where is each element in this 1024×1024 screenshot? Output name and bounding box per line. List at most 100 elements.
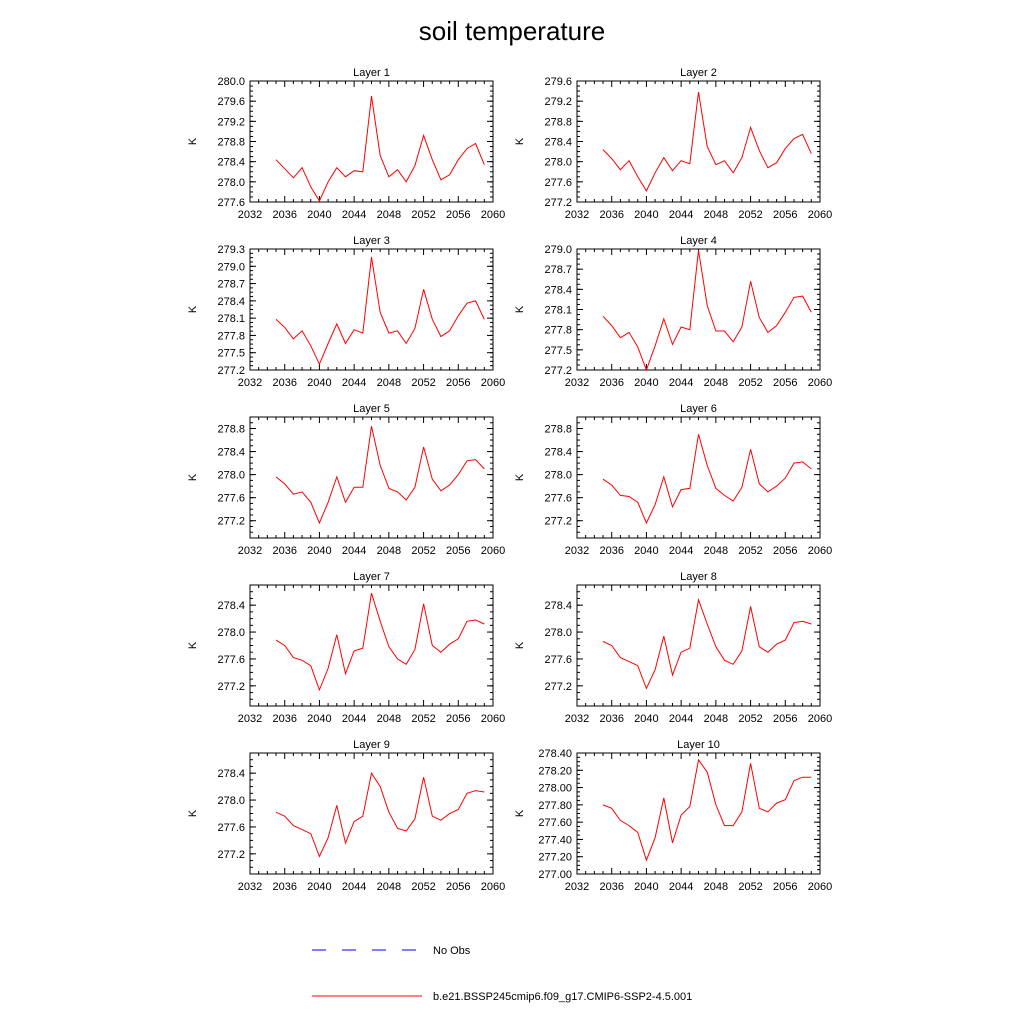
x-tick-label: 2052 [738, 209, 762, 221]
x-tick-label: 2036 [599, 209, 623, 221]
y-tick-label: 279.6 [217, 96, 245, 108]
x-tick-label: 2048 [377, 545, 401, 557]
x-tick-label: 2044 [342, 545, 366, 557]
x-tick-label: 2032 [238, 713, 262, 725]
x-tick-label: 2060 [808, 209, 832, 221]
x-tick-label: 2048 [704, 545, 728, 557]
legend: No Obs b.e21.BSSP245cmip6.f09_g17.CMIP6-… [312, 945, 692, 1003]
panel-layer-8: Layer 8 2032 2036 2040 2044 2048 2052 2056 2060 2… [514, 571, 832, 725]
y-tick-label: 278.0 [217, 795, 245, 807]
y-tick-label: 277.2 [217, 365, 245, 377]
x-tick-label: 2036 [272, 545, 296, 557]
y-tick-label: 277.6 [217, 197, 245, 209]
x-tick-label: 2052 [411, 377, 435, 389]
x-tick-label: 2048 [704, 377, 728, 389]
x-tick-label: 2040 [307, 713, 331, 725]
x-tick-label: 2048 [704, 713, 728, 725]
y-tick-label: 279.3 [217, 244, 245, 256]
x-tick-label: 2036 [272, 713, 296, 725]
y-tick-label: 278.4 [217, 157, 245, 169]
x-tick-label: 2032 [565, 545, 589, 557]
series-line-layer-4 [602, 250, 812, 372]
x-tick-label: 2032 [565, 881, 589, 893]
y-axis-label: K [514, 809, 526, 817]
x-tick-label: 2036 [272, 377, 296, 389]
x-tick-label: 2036 [272, 881, 296, 893]
series-line-layer-10 [602, 758, 812, 862]
x-tick-label: 2040 [634, 713, 658, 725]
y-tick-label: 278.0 [217, 627, 245, 639]
x-tick-label: 2056 [446, 545, 470, 557]
y-tick-label: 277.2 [544, 365, 572, 377]
y-tick-label: 277.6 [544, 177, 572, 189]
x-tick-label: 2032 [238, 881, 262, 893]
x-tick-label: 2048 [704, 209, 728, 221]
x-tick-label: 2060 [481, 377, 505, 389]
y-tick-label: 278.4 [544, 447, 572, 459]
y-tick-label: 278.0 [544, 627, 572, 639]
y-tick-label: 278.0 [217, 470, 245, 482]
x-tick-label: 2060 [808, 545, 832, 557]
y-tick-label: 278.0 [544, 157, 572, 169]
y-tick-label: 277.2 [217, 849, 245, 861]
y-tick-label: 279.2 [217, 116, 245, 128]
plot-frame [249, 752, 494, 875]
y-tick-label: 279.0 [217, 261, 245, 273]
y-tick-label: 277.2 [544, 516, 572, 528]
series-line-layer-6 [602, 434, 812, 525]
y-tick-label: 278.4 [544, 284, 572, 296]
y-axis-label: K [514, 305, 526, 313]
plot-frame [249, 584, 494, 707]
y-axis-label: K [187, 809, 199, 817]
x-tick-label: 2056 [446, 881, 470, 893]
y-tick-label: 279.6 [544, 76, 572, 88]
x-tick-label: 2060 [808, 713, 832, 725]
panel-title: Layer 3 [353, 235, 390, 247]
y-tick-label: 278.8 [217, 424, 245, 436]
x-tick-label: 2032 [565, 209, 589, 221]
y-tick-label: 278.7 [544, 264, 572, 276]
x-tick-label: 2044 [669, 713, 693, 725]
y-axis-label: K [187, 473, 199, 481]
x-tick-label: 2060 [481, 545, 505, 557]
y-tick-label: 278.4 [217, 768, 245, 780]
y-tick-label: 279.0 [544, 244, 572, 256]
series-line-layer-5 [275, 426, 485, 525]
series-line-layer-8 [602, 597, 812, 690]
x-tick-label: 2048 [377, 209, 401, 221]
plot-frame [576, 752, 821, 875]
series-line-layer-9 [275, 771, 485, 858]
y-tick-label: 277.60 [538, 817, 572, 829]
x-tick-label: 2044 [669, 881, 693, 893]
x-tick-label: 2060 [808, 881, 832, 893]
y-tick-label: 277.2 [544, 197, 572, 209]
y-axis-label: K [514, 641, 526, 649]
panel-layer-3: Layer 3 2032 2036 2040 2044 2048 2052 2056 2060 2… [187, 235, 505, 389]
panel-title: Layer 10 [677, 739, 720, 751]
x-tick-label: 2060 [481, 881, 505, 893]
x-tick-label: 2036 [599, 881, 623, 893]
x-tick-label: 2052 [411, 545, 435, 557]
y-tick-label: 278.1 [544, 305, 572, 317]
panel-layer-6: Layer 6 2032 2036 2040 2044 2048 2052 2056 2060 2… [514, 403, 832, 557]
y-tick-label: 277.6 [217, 822, 245, 834]
x-tick-label: 2036 [599, 545, 623, 557]
x-tick-label: 2056 [773, 881, 797, 893]
panel-title: Layer 2 [680, 67, 717, 79]
y-tick-label: 278.0 [544, 470, 572, 482]
panel-title: Layer 9 [353, 739, 390, 751]
x-tick-label: 2032 [565, 713, 589, 725]
x-tick-label: 2056 [446, 209, 470, 221]
y-tick-label: 277.5 [217, 348, 245, 360]
series-line-layer-7 [275, 592, 485, 692]
x-tick-label: 2040 [634, 209, 658, 221]
panel-title: Layer 1 [353, 67, 390, 79]
x-tick-label: 2052 [738, 377, 762, 389]
panel-title: Layer 6 [680, 403, 717, 415]
plot-frame [576, 80, 821, 203]
x-tick-label: 2052 [411, 713, 435, 725]
x-tick-label: 2056 [773, 209, 797, 221]
y-tick-label: 277.6 [544, 493, 572, 505]
x-tick-label: 2040 [634, 545, 658, 557]
x-tick-label: 2036 [272, 209, 296, 221]
